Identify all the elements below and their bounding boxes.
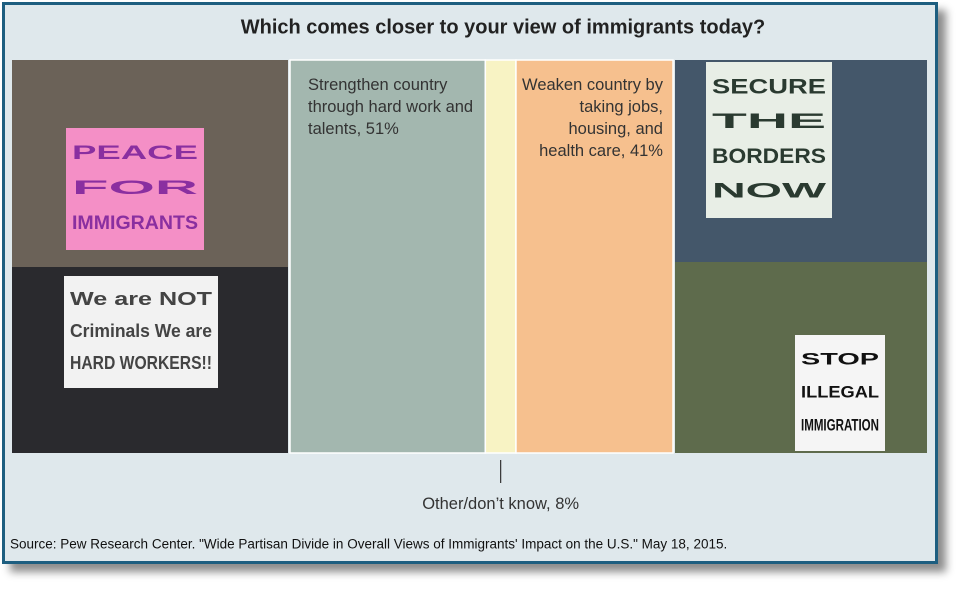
segment-label: Strengthen country through hard work and… <box>308 74 473 140</box>
segment-label: Other/don’t know, 8% <box>351 493 651 515</box>
segment-label: Weaken country by taking jobs, housing, … <box>522 74 663 162</box>
sign-text: ILLEGAL <box>801 382 879 401</box>
sign-text: BORDERS <box>712 145 826 168</box>
sign-text: Criminals We are <box>70 321 212 341</box>
category-label: Other/don’t know, <box>422 495 551 513</box>
sign-text: STOP <box>801 349 879 368</box>
photo-sign <box>706 62 832 218</box>
sign-text: PEACE <box>72 143 198 164</box>
sign-text: IMMIGRANTS <box>72 213 198 234</box>
source: Source: Pew Research Center. "Wide Parti… <box>10 537 727 552</box>
category-label: Weaken country by taking jobs, housing, … <box>522 76 663 160</box>
sign-text: We are NOT <box>70 289 212 309</box>
category-label: Strengthen country through hard work and… <box>308 76 474 138</box>
sign-text: SECURE <box>712 76 826 99</box>
value-label: 51% <box>365 120 399 138</box>
sign-text: NOW <box>712 180 826 203</box>
sign-text: IMMIGRATION <box>801 416 879 435</box>
photo-sign <box>795 335 885 451</box>
photo-sign <box>64 276 218 388</box>
sign-text: FOR <box>72 178 199 199</box>
bar-segment <box>515 59 674 454</box>
photo-sign <box>66 128 204 250</box>
chart-title: Which comes closer to your view of immig… <box>241 16 766 38</box>
value-label: 8% <box>555 495 580 513</box>
sign-text: HARD WORKERS!! <box>70 353 212 373</box>
value-label: 41% <box>629 142 663 160</box>
sign-text: THE <box>712 110 826 133</box>
bar-segment <box>289 59 487 454</box>
bar-segment <box>484 59 517 454</box>
